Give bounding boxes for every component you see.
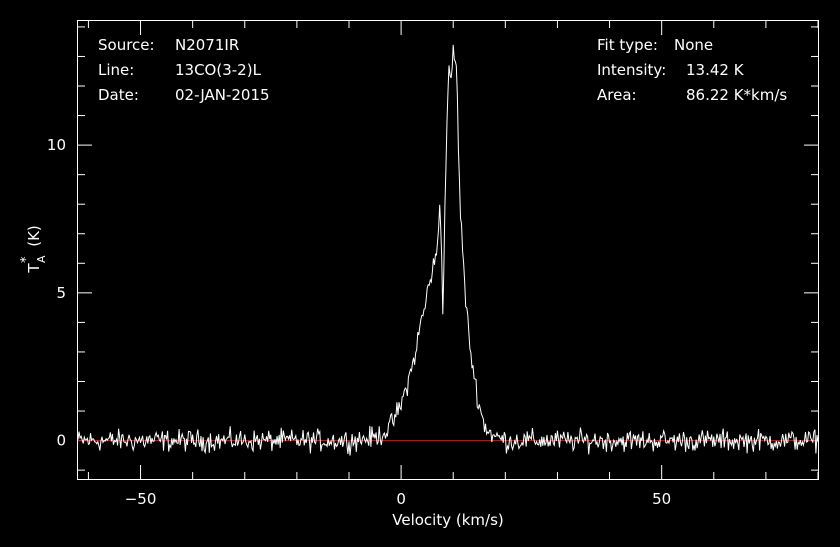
axis-ticks: [78, 21, 819, 479]
x-tick-label: 0: [396, 490, 406, 508]
axis-tick-labels: −50 0 50 0 5 10: [47, 136, 671, 508]
y-label-sup: *: [19, 256, 34, 263]
y-tick-label: 5: [56, 284, 66, 302]
y-axis-label: T A * (K): [19, 225, 48, 273]
y-label-main: T: [25, 263, 43, 274]
date-label: Date:: [98, 86, 139, 104]
x-tick-label: −50: [125, 490, 157, 508]
y-label-unit: (K): [25, 225, 43, 247]
x-tick-label: 50: [652, 490, 671, 508]
header-left: Source: N2071IR Line: 13CO(3-2)L Date: 0…: [98, 36, 270, 104]
intensity-value: 13.42 K: [686, 61, 745, 79]
y-label-sub: A: [35, 255, 48, 263]
plot-frame: [77, 20, 819, 480]
svg-text:T: T: [25, 263, 43, 274]
header-right: Fit type: None Intensity: 13.42 K Area: …: [597, 36, 787, 104]
line-value: 13CO(3-2)L: [175, 61, 262, 79]
source-label: Source:: [98, 36, 155, 54]
y-tick-label: 0: [56, 432, 66, 450]
area-value: 86.22 K*km/s: [686, 86, 787, 104]
line-label: Line:: [98, 61, 134, 79]
date-value: 02-JAN-2015: [175, 86, 270, 104]
y-tick-label: 10: [47, 136, 66, 154]
area-label: Area:: [597, 86, 637, 104]
intensity-label: Intensity:: [597, 61, 666, 79]
fit-label: Fit type:: [597, 36, 658, 54]
spectrum-line: [77, 44, 819, 456]
fit-value: None: [674, 36, 713, 54]
x-axis-label: Velocity (km/s): [392, 511, 503, 529]
source-value: N2071IR: [175, 36, 239, 54]
